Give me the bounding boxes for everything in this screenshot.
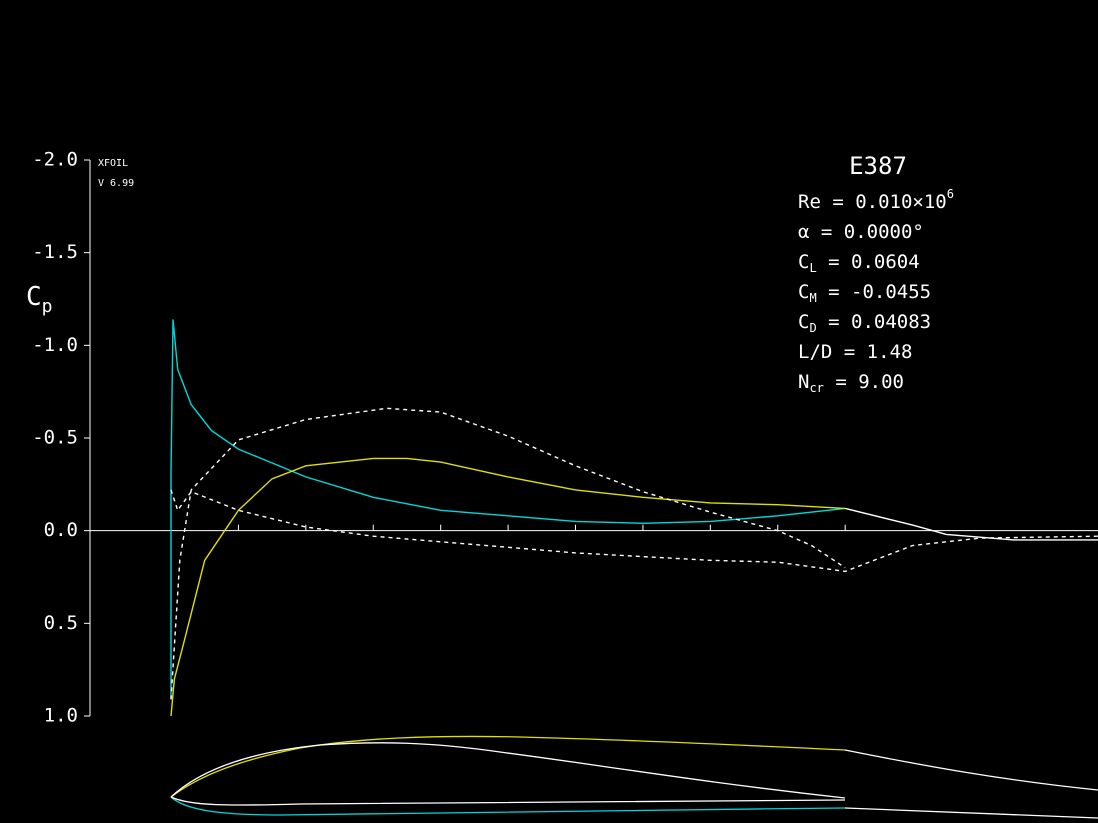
info-text: = 1.48 — [832, 341, 912, 363]
program-name: XFOIL — [98, 158, 128, 169]
info-label: L/D — [798, 341, 832, 363]
info-text: = -0.0455 — [817, 281, 931, 303]
y-tick-label: -1.0 — [32, 334, 78, 356]
wake-lower — [844, 807, 1098, 819]
y-axis-label: Cp — [26, 282, 53, 318]
y-label-sub: p — [42, 296, 53, 317]
info-text: = 0.010×10 — [821, 191, 947, 213]
y-tick-label: -2.0 — [32, 149, 78, 171]
wake-upper — [844, 749, 1098, 791]
info-line: L/D = 1.48 — [798, 341, 912, 363]
info-text: = 0.0000° — [809, 221, 923, 243]
info-text: = 0.04083 — [817, 311, 931, 333]
y-tick-label: 1.0 — [44, 705, 78, 727]
info-text: = 9.00 — [824, 371, 904, 393]
cp-line — [170, 457, 846, 717]
cp-line — [170, 489, 1098, 573]
program-version: V 6.99 — [98, 178, 134, 189]
y-label-main: C — [26, 282, 42, 312]
info-line: α = 0.0000° — [798, 221, 924, 243]
info-sub: cr — [809, 381, 823, 395]
info-line: Re = 0.010×106 — [798, 187, 954, 213]
lower-surface — [170, 796, 846, 816]
info-label: Re — [798, 191, 821, 213]
info-sub: D — [809, 321, 816, 335]
info-sub: L — [809, 261, 816, 275]
cp-line — [170, 319, 846, 700]
info-line: Ncr = 9.00 — [798, 371, 904, 395]
info-label: C — [798, 251, 809, 273]
info-label: C — [798, 281, 809, 303]
info-line: CD = 0.04083 — [798, 311, 931, 335]
info-label: α — [798, 221, 809, 243]
y-tick-label: 0.5 — [44, 612, 78, 634]
info-sub: M — [809, 291, 816, 305]
upper-displacement — [170, 742, 846, 799]
info-label: N — [798, 371, 809, 393]
y-tick-label: -0.5 — [32, 427, 78, 449]
y-tick-label: 0.0 — [44, 519, 78, 541]
info-line: CM = -0.0455 — [798, 281, 931, 305]
info-sup: 6 — [947, 187, 954, 201]
airfoil-name: E387 — [849, 152, 907, 180]
info-line: CL = 0.0604 — [798, 251, 920, 275]
upper-surface — [170, 735, 846, 798]
info-label: C — [798, 311, 809, 333]
y-tick-label: -1.5 — [32, 241, 78, 263]
cp-line — [170, 407, 846, 700]
info-text: = 0.0604 — [817, 251, 920, 273]
cp-line — [845, 507, 1098, 541]
